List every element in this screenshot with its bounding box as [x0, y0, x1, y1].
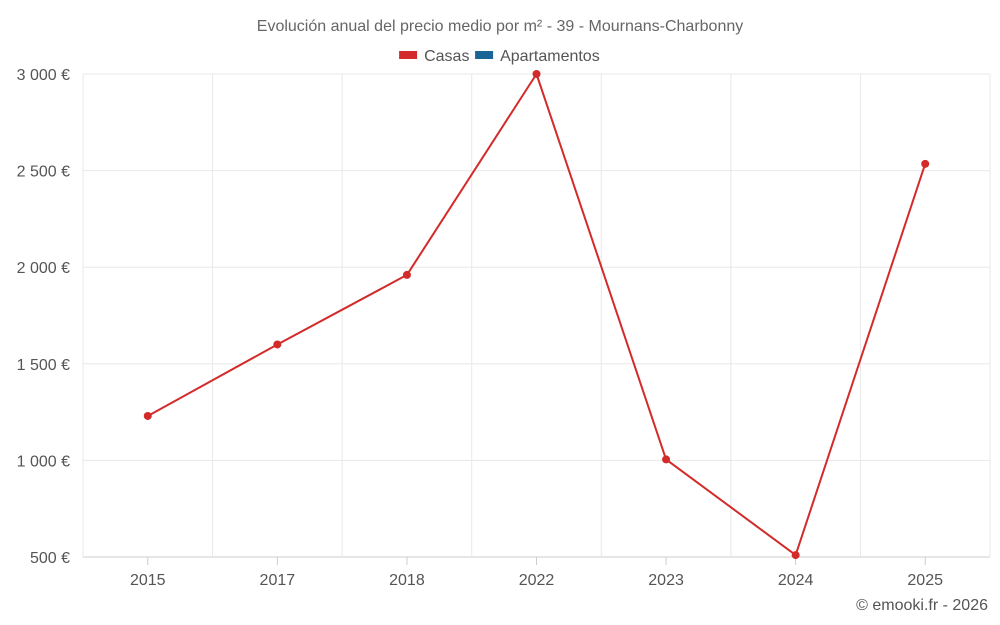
y-tick-label: 3 000 € [17, 67, 70, 84]
series-line-casas [147, 73, 927, 557]
x-tick-label: 2018 [389, 572, 425, 589]
x-tick-label: 2017 [260, 572, 296, 589]
data-point-casas-2015 [143, 411, 152, 420]
legend: Casas Apartamentos [399, 48, 600, 65]
x-tick-label: 2022 [519, 572, 555, 589]
data-point-casas-2022 [532, 70, 541, 78]
y-tick-label: 2 000 € [17, 260, 70, 277]
y-axis: 500 € 1 000 € 1 500 € 2 000 € 2 500 € 3 000 € [17, 67, 70, 567]
y-tick-label: 500 € [30, 550, 70, 567]
grid [82, 73, 991, 558]
credit-text: © emooki.fr - 2026 [856, 597, 988, 614]
data-point-casas-2023 [662, 455, 671, 464]
x-tick-label: 2024 [778, 572, 814, 589]
legend-label-casas: Casas [424, 48, 469, 65]
y-tick-label: 1 000 € [17, 453, 70, 470]
data-point-casas-2018 [402, 270, 411, 279]
series-layer [143, 70, 930, 560]
x-tick-label: 2015 [130, 572, 166, 589]
x-axis: 2015 2017 2018 2022 2023 2024 2025 [130, 557, 943, 589]
data-point-casas-2025 [921, 159, 930, 168]
y-tick-label: 2 500 € [17, 164, 70, 181]
legend-swatch-casas [399, 51, 418, 59]
chart-title: Evolución anual del precio medio por m² … [257, 18, 743, 35]
data-point-casas-2024 [791, 551, 800, 560]
x-tick-label: 2023 [648, 572, 684, 589]
legend-swatch-apartamentos [475, 51, 494, 59]
data-point-casas-2017 [273, 340, 282, 349]
x-tick-label: 2025 [907, 572, 943, 589]
y-tick-label: 1 500 € [17, 357, 70, 374]
legend-label-apartamentos: Apartamentos [500, 48, 600, 65]
